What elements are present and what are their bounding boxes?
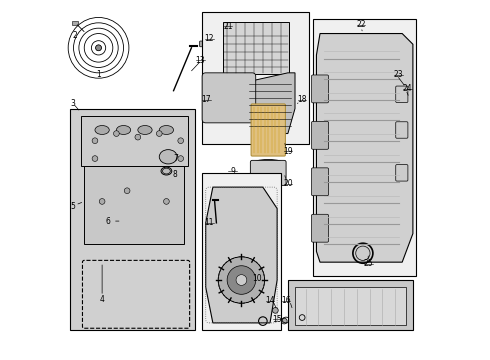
- Text: 16: 16: [281, 296, 291, 305]
- Polygon shape: [317, 33, 413, 262]
- Text: 9: 9: [230, 167, 235, 176]
- Circle shape: [124, 188, 130, 194]
- Ellipse shape: [159, 150, 177, 164]
- Circle shape: [114, 131, 119, 136]
- Circle shape: [178, 138, 184, 144]
- Text: 4: 4: [99, 295, 104, 304]
- Text: 19: 19: [283, 147, 293, 156]
- Circle shape: [218, 257, 265, 303]
- Polygon shape: [206, 187, 277, 323]
- FancyBboxPatch shape: [312, 214, 329, 242]
- Ellipse shape: [95, 126, 109, 134]
- Text: 7: 7: [173, 154, 178, 163]
- Bar: [313, 19, 416, 276]
- Circle shape: [236, 275, 247, 285]
- Circle shape: [135, 134, 141, 140]
- Circle shape: [356, 246, 370, 260]
- Text: 11: 11: [204, 219, 214, 228]
- Bar: [202, 12, 309, 144]
- FancyBboxPatch shape: [312, 168, 329, 196]
- Circle shape: [92, 138, 98, 144]
- Circle shape: [281, 318, 287, 324]
- Polygon shape: [288, 280, 413, 330]
- Text: 12: 12: [204, 35, 214, 44]
- Ellipse shape: [159, 126, 173, 134]
- Circle shape: [96, 45, 101, 51]
- FancyBboxPatch shape: [199, 41, 210, 47]
- Polygon shape: [245, 73, 295, 134]
- Circle shape: [227, 266, 256, 294]
- FancyBboxPatch shape: [251, 104, 285, 156]
- FancyBboxPatch shape: [202, 73, 256, 123]
- Text: 18: 18: [297, 95, 307, 104]
- Text: 14: 14: [265, 296, 275, 305]
- Text: 17: 17: [201, 95, 211, 104]
- Text: 6: 6: [105, 217, 110, 226]
- Ellipse shape: [117, 126, 131, 134]
- Circle shape: [99, 199, 105, 204]
- FancyBboxPatch shape: [396, 165, 408, 181]
- Ellipse shape: [252, 159, 284, 168]
- Text: 8: 8: [173, 170, 178, 179]
- Text: 21: 21: [223, 22, 233, 31]
- FancyBboxPatch shape: [250, 160, 286, 185]
- Text: 15: 15: [272, 315, 282, 324]
- Text: 10: 10: [253, 274, 262, 283]
- Text: 13: 13: [196, 56, 205, 65]
- Ellipse shape: [138, 126, 152, 134]
- Polygon shape: [84, 166, 184, 244]
- FancyBboxPatch shape: [396, 122, 408, 138]
- Bar: [295, 287, 406, 325]
- Ellipse shape: [163, 168, 171, 174]
- Circle shape: [178, 156, 184, 161]
- FancyBboxPatch shape: [396, 86, 408, 103]
- FancyBboxPatch shape: [312, 75, 329, 103]
- Text: 2: 2: [73, 31, 78, 40]
- Text: 24: 24: [403, 84, 413, 93]
- Bar: [202, 173, 281, 330]
- FancyBboxPatch shape: [312, 121, 329, 149]
- Text: 22: 22: [356, 20, 366, 29]
- Text: 5: 5: [71, 202, 75, 211]
- Text: 1: 1: [96, 70, 101, 79]
- Bar: [70, 109, 195, 330]
- Circle shape: [272, 307, 278, 313]
- Text: 3: 3: [71, 99, 75, 108]
- Circle shape: [156, 131, 162, 136]
- Text: 20: 20: [283, 179, 293, 188]
- Polygon shape: [81, 116, 188, 166]
- Text: 25: 25: [364, 260, 373, 269]
- Circle shape: [164, 199, 169, 204]
- Bar: [72, 21, 78, 24]
- Text: 23: 23: [394, 70, 403, 79]
- Circle shape: [289, 307, 294, 313]
- FancyBboxPatch shape: [223, 22, 289, 73]
- Circle shape: [92, 156, 98, 161]
